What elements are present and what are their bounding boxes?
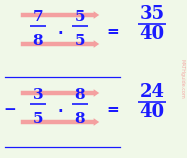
Text: 24: 24 xyxy=(140,83,165,101)
Text: 8: 8 xyxy=(75,112,85,126)
Text: 5: 5 xyxy=(75,34,85,48)
Text: 5: 5 xyxy=(75,10,85,24)
Text: 35: 35 xyxy=(140,5,165,23)
Text: 5: 5 xyxy=(33,112,43,126)
Text: 7: 7 xyxy=(33,10,43,24)
Text: 8: 8 xyxy=(33,34,43,48)
Text: MATHguide.com: MATHguide.com xyxy=(180,59,185,99)
Text: −: − xyxy=(4,101,16,116)
Text: =: = xyxy=(107,103,119,118)
Text: 40: 40 xyxy=(140,25,165,43)
Text: 40: 40 xyxy=(140,103,165,121)
Text: ·: · xyxy=(57,26,63,41)
Text: ·: · xyxy=(57,104,63,119)
Text: 3: 3 xyxy=(33,88,43,102)
Text: 8: 8 xyxy=(75,88,85,102)
Text: =: = xyxy=(107,24,119,40)
